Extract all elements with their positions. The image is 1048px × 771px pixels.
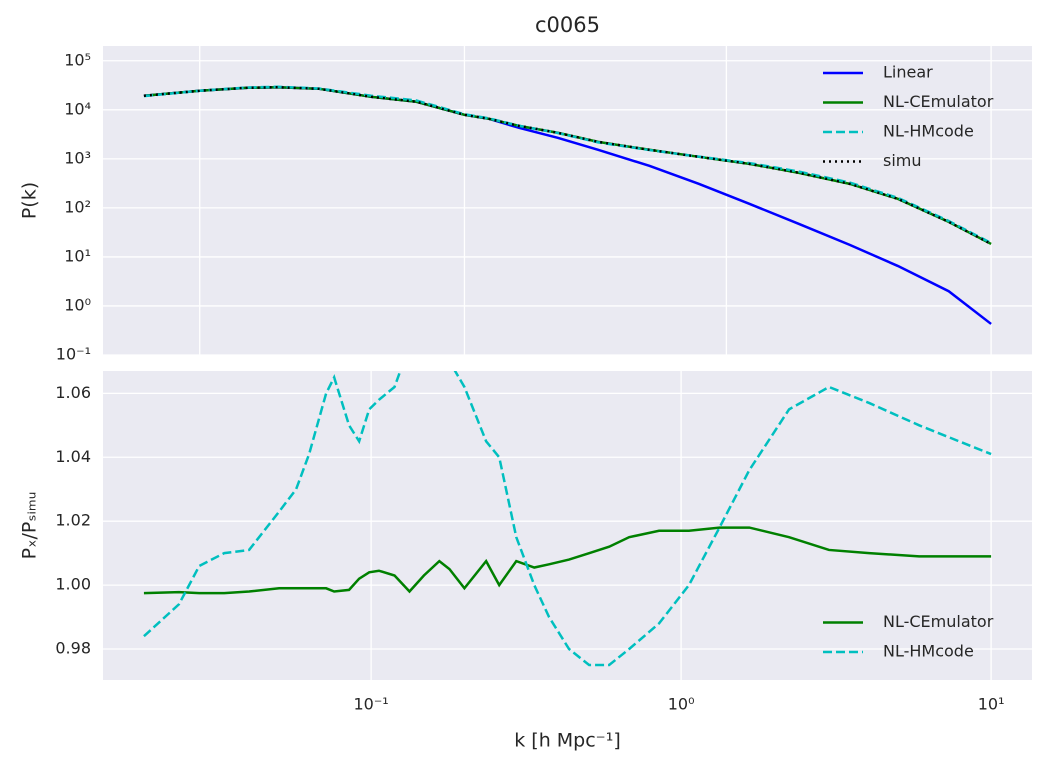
legend-label: simu <box>883 151 922 170</box>
y-tick-label: 1.02 <box>55 511 91 530</box>
y-tick-label: 0.98 <box>55 639 91 658</box>
legend-label: NL-HMcode <box>883 122 974 141</box>
y-tick-label: 10⁵ <box>64 50 91 69</box>
x-tick-label: 10⁰ <box>668 695 695 714</box>
y-tick-label: 1.04 <box>55 447 91 466</box>
y-tick-label: 10⁴ <box>64 99 91 118</box>
legend-label: NL-CEmulator <box>883 612 994 631</box>
y-tick-label: 10² <box>64 197 91 216</box>
x-axis-label: k [h Mpc⁻¹] <box>514 730 621 752</box>
y-tick-label: 1.06 <box>55 383 91 402</box>
y-tick-label: 10¹ <box>64 246 91 265</box>
data-line <box>143 371 992 667</box>
y-axis-label: P(k) <box>19 182 41 219</box>
data-line <box>143 85 992 245</box>
plot-area <box>103 371 1032 680</box>
x-tick-label: 10¹ <box>978 695 1005 714</box>
y-tick-label: 10³ <box>64 148 91 167</box>
y-tick-label: 10⁰ <box>64 295 91 314</box>
legend-label: NL-HMcode <box>883 642 974 661</box>
y-tick-label: 1.00 <box>55 575 91 594</box>
chart-title: c0065 <box>535 13 600 37</box>
data-line <box>143 526 992 595</box>
y-tick-label: 10⁻¹ <box>56 345 91 364</box>
x-tick-label: 10⁻¹ <box>353 695 388 714</box>
legend-label: Linear <box>883 63 933 82</box>
y-axis-label: Pₓ/Pₛᵢₘᵤ <box>19 492 41 560</box>
legend-label: NL-CEmulator <box>883 92 994 111</box>
plot-area <box>103 46 1032 355</box>
